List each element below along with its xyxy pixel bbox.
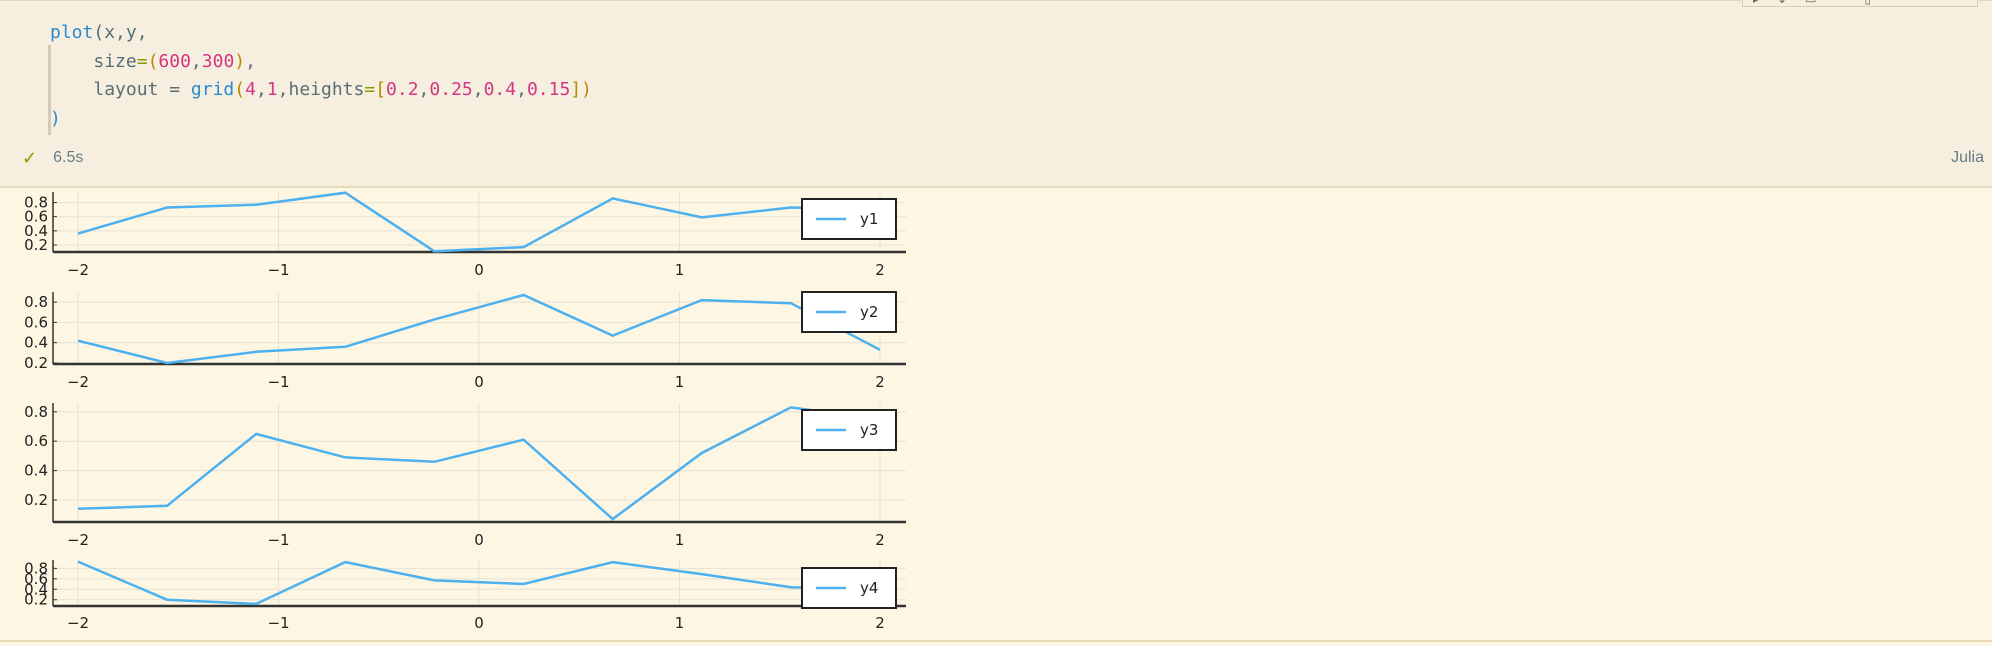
- code-fn-grid: grid: [190, 79, 235, 100]
- code-cell[interactable]: ▸ ⇣ ▭ ⋯ ▯ plot(x,y, size=(600,300), layo…: [0, 0, 1992, 188]
- x-tick-label: 1: [675, 614, 685, 632]
- x-tick-label: −2: [67, 373, 89, 391]
- legend-label: y1: [860, 210, 878, 228]
- y-tick-label: 0.6: [24, 570, 48, 588]
- x-tick-label: 0: [474, 614, 484, 632]
- code-size-arg: size: [93, 50, 137, 72]
- output-divider: [0, 186, 1992, 187]
- x-tick-label: −1: [267, 614, 289, 632]
- series-line-y1: [77, 191, 881, 253]
- y-tick-label: 0.4: [24, 580, 48, 598]
- x-tick-label: 1: [675, 531, 685, 549]
- x-tick-label: 0: [474, 531, 484, 549]
- more-icon[interactable]: ⋯: [1834, 0, 1846, 6]
- delete-icon[interactable]: ▯: [1864, 0, 1871, 6]
- execution-time: 6.5s: [53, 149, 84, 166]
- series-line-y4: [77, 560, 881, 606]
- y-tick-label: 0.4: [24, 462, 48, 480]
- x-tick-label: 2: [875, 614, 885, 632]
- series-line-y2: [77, 293, 881, 365]
- y-tick-label: 0.4: [24, 222, 48, 240]
- legend-label: y3: [860, 421, 878, 439]
- run-above-icon[interactable]: ▸: [1753, 0, 1759, 6]
- output-bottom-border: [0, 640, 1992, 642]
- legend-label: y4: [860, 579, 878, 597]
- y-tick-label: 0.6: [24, 432, 48, 450]
- x-tick-label: −2: [67, 261, 89, 279]
- code-num: 0.25: [429, 79, 473, 100]
- x-tick-label: −1: [267, 261, 289, 279]
- y-tick-label: 0.4: [24, 334, 48, 352]
- y-tick-label: 0.8: [24, 559, 48, 577]
- y-tick-label: 0.8: [24, 403, 48, 421]
- code-num: 4: [245, 79, 256, 100]
- run-below-icon[interactable]: ⇣: [1777, 0, 1787, 6]
- code-num: 600: [158, 50, 191, 72]
- y-tick-label: 0.2: [24, 236, 48, 254]
- y-tick-label: 0.6: [24, 208, 48, 226]
- y-tick-label: 0.2: [24, 491, 48, 509]
- x-tick-label: −2: [67, 614, 89, 632]
- x-tick-label: 2: [875, 373, 885, 391]
- x-tick-label: 1: [675, 373, 685, 391]
- code-editor[interactable]: plot(x,y, size=(600,300), layout = grid(…: [50, 22, 592, 129]
- code-num: 0.2: [386, 79, 419, 100]
- code-close-paren: ): [50, 107, 61, 129]
- code-args: (x,y,: [93, 22, 148, 43]
- code-num: 300: [201, 50, 235, 72]
- code-eq: =: [364, 79, 376, 100]
- y-tick-label: 0.2: [24, 591, 48, 609]
- code-kw: heights: [288, 79, 365, 100]
- code-layout-arg: layout =: [93, 79, 191, 100]
- y-tick-label: 0.6: [24, 313, 48, 331]
- code-num: 1: [266, 79, 278, 100]
- y-tick-label: 0.2: [24, 354, 48, 372]
- x-tick-label: 0: [474, 373, 484, 391]
- code-fn-plot: plot: [50, 22, 94, 43]
- x-tick-label: 2: [875, 531, 885, 549]
- legend-label: y2: [860, 303, 878, 321]
- y-tick-label: 0.8: [24, 293, 48, 311]
- x-tick-label: 1: [675, 261, 685, 279]
- x-tick-label: −1: [267, 373, 289, 391]
- x-tick-label: −1: [267, 531, 289, 549]
- language-label[interactable]: Julia: [1951, 149, 1984, 166]
- plot-output: 0.2 0.4 0.6 0.8 −2 −1 0 1 2 y1 0.2 0.4 0.6 0.8 −2 −1 0 1 2…: [10, 188, 910, 634]
- x-tick-label: 0: [474, 261, 484, 279]
- cell-toolbar: ▸ ⇣ ▭ ⋯ ▯: [1742, 0, 1978, 7]
- y-tick-label: 0.8: [24, 194, 48, 212]
- series-line-y3: [77, 406, 881, 521]
- split-icon[interactable]: ▭: [1805, 0, 1816, 6]
- indent-guide: [48, 45, 51, 135]
- code-num: 0.4: [483, 79, 517, 100]
- code-eq: =: [136, 50, 148, 72]
- cell-status: ✓ 6.5s: [22, 146, 83, 170]
- check-icon: ✓: [22, 147, 38, 169]
- x-tick-label: −2: [67, 531, 89, 549]
- x-tick-label: 2: [875, 261, 885, 279]
- code-num: 0.15: [526, 79, 571, 100]
